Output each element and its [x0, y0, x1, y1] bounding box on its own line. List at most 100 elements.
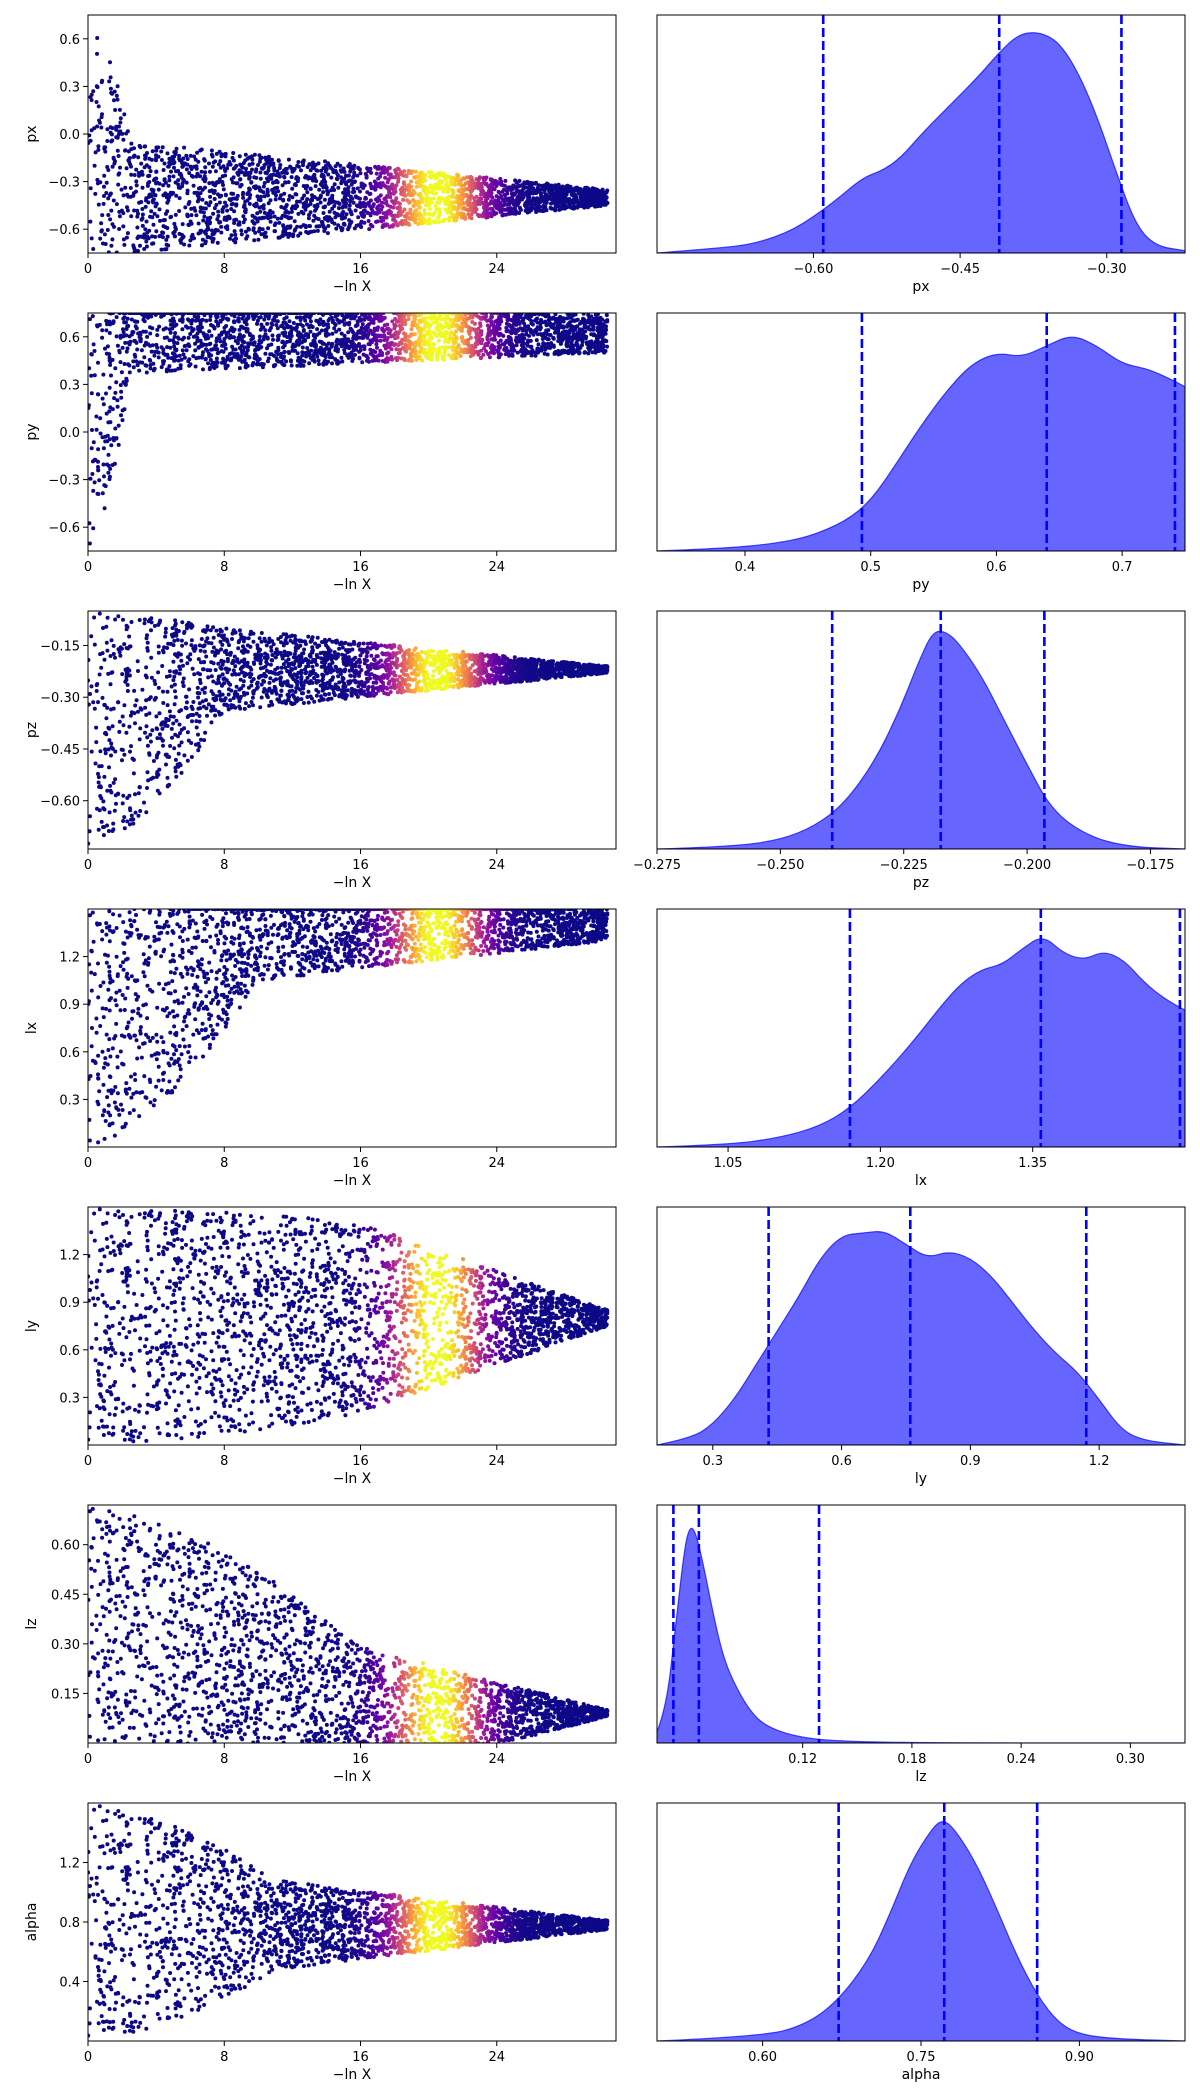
scatter-point [383, 169, 388, 174]
scatter-point [410, 169, 415, 174]
scatter-point [370, 204, 375, 209]
scatter-point [296, 211, 301, 216]
scatter-point [107, 409, 112, 414]
scatter-point [579, 194, 584, 199]
scatter-point [258, 156, 263, 161]
scatter-point [350, 329, 355, 333]
scatter-point [144, 340, 148, 345]
scatter-point [485, 193, 490, 198]
scatter-point [246, 343, 251, 348]
scatter-point [283, 180, 288, 185]
scatter-point [540, 183, 545, 188]
scatter-point [406, 338, 411, 343]
scatter-point [169, 313, 174, 317]
scatter-point [104, 318, 109, 323]
scatter-point [226, 330, 231, 335]
scatter-point [161, 183, 166, 188]
scatter-point [467, 344, 472, 348]
scatter-point [538, 318, 543, 323]
scatter-point [107, 352, 112, 357]
scatter-point [336, 213, 341, 218]
scatter-point [274, 178, 279, 183]
scatter-point [89, 98, 94, 103]
scatter-point [102, 483, 107, 488]
scatter-point [106, 250, 111, 253]
scatter-point [124, 235, 129, 240]
scatter-point [414, 184, 419, 189]
scatter-point [462, 215, 467, 220]
scatter-point [418, 196, 423, 201]
scatter-point [172, 154, 177, 159]
scatter-point [522, 180, 527, 185]
scatter-point [214, 151, 219, 156]
scatter-point [96, 147, 101, 152]
scatter-point [352, 334, 357, 339]
scatter-point [448, 318, 453, 323]
scatter-point [129, 214, 134, 219]
scatter-point [542, 187, 547, 192]
scatter-point [307, 213, 311, 217]
scatter-point [514, 343, 519, 348]
scatter-point [346, 192, 351, 197]
scatter-point [602, 323, 606, 327]
scatter-point [312, 229, 317, 234]
scatter-point [502, 346, 507, 351]
scatter-point [339, 169, 344, 174]
scatter-point [442, 317, 447, 322]
scatter-point [475, 333, 480, 338]
scatter-point [353, 208, 358, 213]
scatter-point [101, 201, 106, 206]
scatter-point [144, 239, 149, 244]
scatter-point [240, 316, 245, 321]
scatter-point [265, 187, 270, 192]
scatter-point [189, 234, 194, 239]
scatter-point [92, 373, 97, 378]
scatter-point [253, 352, 258, 357]
scatter-point [269, 173, 274, 178]
scatter-point [128, 186, 133, 190]
scatter-point [214, 347, 219, 352]
scatter-point [489, 322, 494, 327]
scatter-point [115, 343, 120, 348]
scatter-point [323, 184, 328, 189]
scatter-point [324, 215, 329, 219]
scatter-point [312, 172, 317, 177]
scatter-points [88, 36, 610, 253]
scatter-point [502, 201, 507, 206]
scatter-point [473, 207, 478, 212]
scatter-point [91, 440, 96, 445]
scatter-point [95, 177, 100, 182]
scatter-point [107, 79, 112, 84]
scatter-point [454, 335, 459, 340]
scatter-point [200, 237, 205, 242]
scatter-point [448, 206, 452, 210]
scatter-point [137, 143, 142, 148]
scatter-point [478, 321, 483, 326]
scatter-point [193, 157, 198, 162]
scatter-point [309, 348, 314, 353]
scatter-point [339, 331, 344, 336]
scatter-point [307, 315, 312, 319]
scatter-point [452, 332, 457, 337]
scatter-point [237, 327, 242, 332]
scatter-point [282, 168, 287, 173]
scatter-point [224, 334, 229, 339]
scatter-point [575, 200, 580, 205]
scatter-point [118, 360, 123, 365]
scatter-point [289, 175, 294, 180]
scatter-point [259, 345, 264, 350]
scatter-point [354, 223, 359, 228]
scatter-point [143, 144, 148, 149]
scatter-point [175, 341, 180, 346]
scatter-point [166, 355, 171, 360]
scatter-point [384, 199, 389, 204]
scatter-point [471, 209, 476, 214]
scatter-point [537, 204, 542, 209]
scatter-point [530, 322, 535, 327]
scatter-point [158, 233, 163, 238]
scatter-point [191, 334, 196, 339]
scatter-point [388, 328, 393, 333]
scatter-point [587, 203, 592, 207]
scatter-point [342, 176, 347, 181]
scatter-point [422, 339, 427, 344]
